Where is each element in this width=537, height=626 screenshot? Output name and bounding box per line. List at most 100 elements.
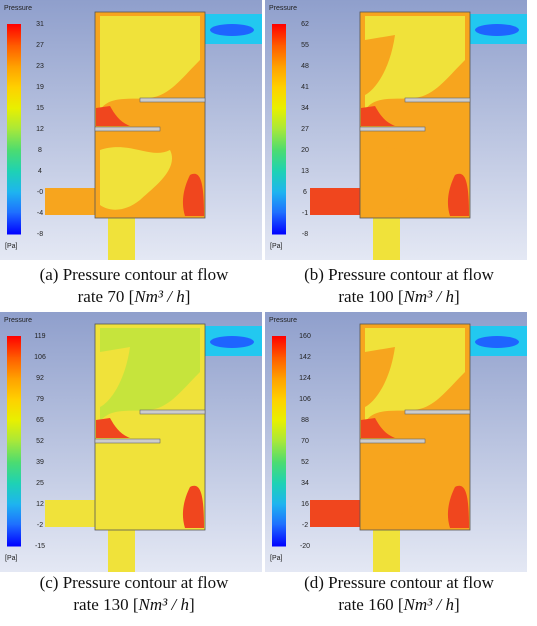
caption-line: (c) Pressure contour at flow <box>0 572 268 594</box>
legend-title: Pressure <box>4 317 32 324</box>
colorbar-segment <box>7 420 21 442</box>
legend-label: 160 <box>299 333 311 340</box>
colorbar-segment <box>272 129 286 151</box>
colorbar-segment <box>7 129 21 151</box>
legend-label: -0 <box>37 189 43 196</box>
red-patch <box>182 485 204 528</box>
legend-label: 88 <box>301 417 309 424</box>
caption-text: rate 130 [ <box>73 595 139 614</box>
baffle <box>404 409 471 415</box>
caption-unit: Nm³ / h <box>134 287 185 306</box>
legend-label: 124 <box>299 375 311 382</box>
legend-label: 19 <box>36 84 44 91</box>
colorbar-segment <box>7 399 21 421</box>
legend-label: 62 <box>301 21 309 28</box>
colorbar-segment <box>7 192 21 214</box>
outlet-core <box>210 336 254 348</box>
left-inlet <box>310 188 360 215</box>
caption-text: (a) Pressure contour at flow <box>39 265 229 284</box>
legend-title: Pressure <box>269 317 297 324</box>
bottom-outlet <box>108 218 135 260</box>
colorbar-segment <box>7 24 21 46</box>
caption-unit: Nm³ / h <box>403 595 454 614</box>
caption-text: rate 160 [ <box>338 595 404 614</box>
legend-unit: [Pa] <box>270 243 283 250</box>
colorbar-segment <box>7 87 21 109</box>
red-patch <box>361 106 395 126</box>
legend-label: 27 <box>301 126 309 133</box>
bottom-outlet <box>108 530 135 572</box>
caption-line: (b) Pressure contour at flow <box>265 264 533 286</box>
caption-line: (a) Pressure contour at flow <box>0 264 268 286</box>
caption-text: (d) Pressure contour at flow <box>304 573 494 592</box>
contour-panel: Pressure 62 55 48 41 34 27 20 13 6 -1 -8 [Pa] <box>265 0 527 260</box>
colorbar-segment <box>272 357 286 379</box>
colorbar-segment <box>7 45 21 67</box>
red-patch <box>182 173 204 216</box>
colorbar-segment <box>7 525 21 547</box>
colorbar-segment <box>272 171 286 193</box>
legend-label: 25 <box>36 480 44 487</box>
outlet-core <box>475 24 519 36</box>
baffle <box>94 438 161 444</box>
colorbar-segment <box>7 378 21 400</box>
lower-region <box>100 147 173 210</box>
colorbar-segment <box>272 24 286 46</box>
legend-label: 106 <box>34 354 46 361</box>
legend-label: 34 <box>301 480 309 487</box>
left-inlet <box>45 500 95 527</box>
caption-text: ] <box>453 595 460 614</box>
legend-unit: [Pa] <box>5 555 18 562</box>
legend-label: 52 <box>301 459 309 466</box>
legend-label: 39 <box>36 459 44 466</box>
caption-unit: Nm³ / h <box>403 287 454 306</box>
legend-unit: [Pa] <box>270 555 283 562</box>
legend-label: 13 <box>301 168 309 175</box>
caption: (b) Pressure contour at flow rate 100 [Nm… <box>265 264 533 308</box>
legend-label: -2 <box>302 522 308 529</box>
colorbar-segment <box>272 462 286 484</box>
legend-label: 16 <box>301 501 309 508</box>
contour-panel: Pressure 160 142 124 106 88 70 52 34 16 -2 -20 [Pa] <box>265 312 527 572</box>
contour-plot: Pressure 119 106 92 79 65 52 39 25 12 -2 -15 [Pa] <box>0 312 262 572</box>
legend-label: 92 <box>36 375 44 382</box>
caption-text: (b) Pressure contour at flow <box>304 265 494 284</box>
caption-text: ] <box>188 595 195 614</box>
colorbar-segment <box>7 462 21 484</box>
colorbar-segment <box>272 108 286 130</box>
caption-text: ] <box>184 287 191 306</box>
colorbar-segment <box>7 150 21 172</box>
colorbar-segment <box>272 378 286 400</box>
colorbar-segment <box>272 483 286 505</box>
colorbar-segment <box>272 441 286 463</box>
baffle <box>404 97 471 103</box>
legend-label: -4 <box>37 210 43 217</box>
caption-unit: Nm³ / h <box>138 595 189 614</box>
upper-region-2 <box>100 35 130 95</box>
colorbar-segment <box>7 357 21 379</box>
legend-label: 12 <box>36 501 44 508</box>
legend-label: 65 <box>36 417 44 424</box>
colorbar-segment <box>7 171 21 193</box>
baffle <box>139 409 206 415</box>
legend-title: Pressure <box>4 5 32 12</box>
lower-region <box>365 459 438 522</box>
colorbar-segment <box>272 66 286 88</box>
colorbar-segment <box>272 336 286 358</box>
contour-panel: Pressure 119 106 92 79 65 52 39 25 12 -2 -15 [Pa] <box>0 312 262 572</box>
caption: (c) Pressure contour at flow rate 130 [Nm… <box>0 572 268 616</box>
legend-label: 55 <box>301 42 309 49</box>
colorbar-segment <box>7 483 21 505</box>
caption-text: (c) Pressure contour at flow <box>39 573 229 592</box>
legend-label: 20 <box>301 147 309 154</box>
caption-text: ] <box>453 287 460 306</box>
caption-line: rate 160 [Nm³ / h] <box>265 594 533 616</box>
baffle <box>94 126 161 132</box>
bottom-outlet <box>373 530 400 572</box>
upper-region-2 <box>365 347 395 407</box>
legend-title: Pressure <box>269 5 297 12</box>
colorbar-segment <box>272 420 286 442</box>
caption: (d) Pressure contour at flow rate 160 [Nm… <box>265 572 533 616</box>
legend-label: -8 <box>302 231 308 238</box>
